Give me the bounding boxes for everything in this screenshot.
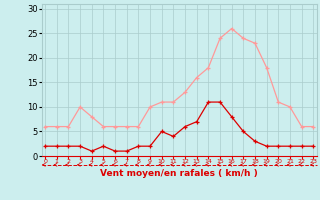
X-axis label: Vent moyen/en rafales ( km/h ): Vent moyen/en rafales ( km/h ) — [100, 169, 258, 178]
